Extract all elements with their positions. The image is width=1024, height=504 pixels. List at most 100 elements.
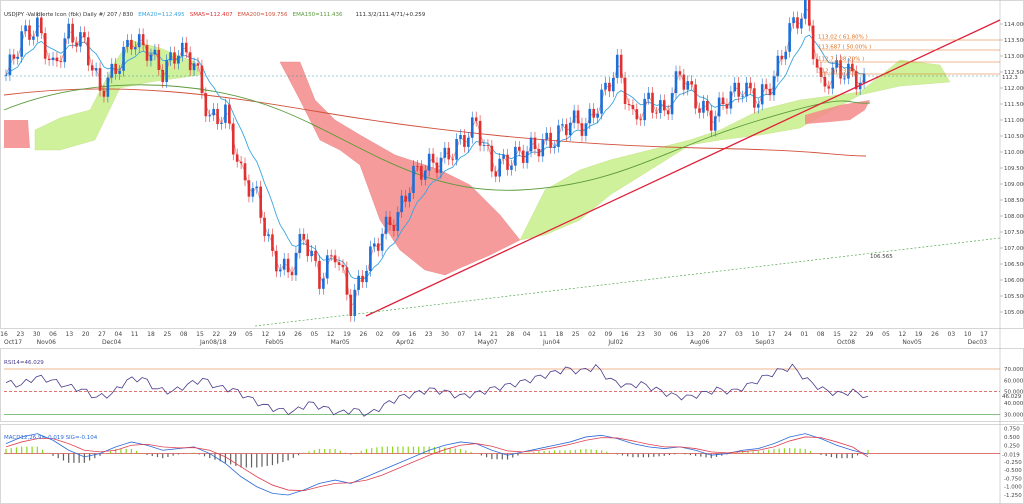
macd-histogram-bar bbox=[235, 453, 237, 466]
candle-body bbox=[353, 289, 357, 317]
candle-body bbox=[412, 165, 415, 194]
macd-tick-label: 0.750 bbox=[1004, 427, 1020, 433]
candle bbox=[690, 75, 693, 91]
macd-histogram-bar bbox=[815, 452, 817, 454]
ema200-label: EMA200=109.756 bbox=[237, 12, 288, 18]
candle bbox=[482, 139, 486, 152]
date-tick-label: 15 bbox=[833, 331, 841, 338]
macd-histogram-bar bbox=[465, 450, 467, 454]
macd-histogram-bar bbox=[679, 453, 681, 455]
candle bbox=[502, 148, 505, 165]
date-tick-label: 26 bbox=[360, 331, 368, 338]
candle bbox=[79, 26, 82, 53]
candle bbox=[858, 77, 862, 96]
candle bbox=[713, 110, 717, 137]
macd-histogram-bar bbox=[747, 451, 749, 454]
rsi-label: RSI14=46.029 bbox=[4, 360, 44, 366]
date-tick-label: 29 bbox=[229, 331, 237, 338]
macd-histogram-bar bbox=[162, 453, 164, 459]
macd-histogram-bar bbox=[600, 450, 603, 454]
candle bbox=[619, 49, 623, 84]
candle-body bbox=[337, 262, 341, 265]
date-tick-label: 19 bbox=[343, 331, 351, 338]
candle bbox=[835, 54, 838, 74]
macd-histogram-bar bbox=[52, 453, 54, 456]
candle bbox=[196, 57, 200, 72]
candle bbox=[592, 103, 596, 124]
candle bbox=[733, 77, 737, 98]
date-tick-label: 02 bbox=[376, 331, 384, 338]
candle bbox=[345, 261, 349, 301]
date-tick-label: 05 bbox=[882, 331, 890, 338]
candle bbox=[177, 50, 180, 70]
candle-body bbox=[490, 145, 494, 172]
macd-histogram-bar bbox=[689, 453, 691, 456]
candle bbox=[811, 19, 815, 65]
date-tick-label: 09 bbox=[392, 331, 400, 338]
macd-histogram-bar bbox=[752, 451, 754, 454]
candle-body bbox=[827, 86, 831, 89]
macd-tick-label: -1.000 bbox=[1004, 485, 1022, 491]
candle bbox=[604, 77, 607, 96]
date-tick-label: 08 bbox=[817, 331, 825, 338]
candle bbox=[608, 77, 611, 98]
candle bbox=[800, 12, 803, 35]
macd-histogram-bar bbox=[825, 453, 827, 457]
ema150-label: EMA150=111.436 bbox=[292, 12, 343, 18]
date-tick-label: 25 bbox=[164, 331, 172, 338]
candle-body bbox=[169, 52, 172, 61]
candle-body bbox=[612, 77, 615, 92]
candle-body bbox=[643, 98, 646, 121]
macd-histogram-bar bbox=[397, 446, 399, 454]
macd-histogram-bar bbox=[245, 453, 247, 468]
candle-body bbox=[8, 54, 12, 76]
candle bbox=[725, 98, 729, 115]
ichimoku-cloud-bull bbox=[519, 59, 951, 241]
macd-tick-label: 0.250 bbox=[1004, 443, 1020, 449]
date-tick-label: 03 bbox=[735, 331, 743, 338]
candle bbox=[717, 91, 721, 123]
candle-body bbox=[690, 81, 693, 85]
candle bbox=[141, 28, 145, 51]
macd-histogram-bar bbox=[250, 453, 253, 468]
candle-body bbox=[75, 42, 78, 47]
macd-histogram-bar bbox=[381, 446, 383, 454]
macd-histogram-bar bbox=[439, 447, 441, 454]
date-tick-label: 20 bbox=[703, 331, 711, 338]
candle bbox=[666, 104, 670, 121]
candle bbox=[188, 46, 192, 76]
macd-histogram-bar bbox=[177, 453, 179, 455]
candle-body bbox=[267, 234, 270, 236]
candle-body bbox=[231, 123, 235, 155]
candle bbox=[157, 44, 161, 76]
candle bbox=[521, 144, 525, 169]
candle bbox=[247, 174, 251, 203]
candle-body bbox=[83, 32, 86, 38]
date-tick-label: 14 bbox=[474, 331, 482, 338]
macd-histogram-bar bbox=[198, 453, 200, 455]
candle bbox=[134, 41, 137, 56]
candle-body bbox=[435, 162, 439, 173]
candle-body bbox=[604, 82, 607, 90]
candle bbox=[627, 98, 631, 111]
uptrend-line bbox=[365, 19, 1001, 317]
date-tick-label: 06 bbox=[670, 331, 678, 338]
ohlc-label: 111.3/2/111.4/71/+0.259 bbox=[355, 12, 426, 18]
macd-histogram-bar bbox=[371, 448, 373, 454]
macd-histogram-bar bbox=[867, 449, 869, 454]
candle-body bbox=[619, 54, 623, 78]
candle-body bbox=[506, 154, 509, 170]
candle-body bbox=[290, 272, 294, 276]
date-tick-label: 16 bbox=[0, 331, 8, 338]
macd-histogram-bar bbox=[83, 453, 85, 463]
macd-histogram-bar bbox=[778, 448, 780, 454]
candle bbox=[275, 245, 278, 278]
candle-body bbox=[760, 84, 764, 105]
candle bbox=[216, 103, 219, 130]
macd-histogram-bar bbox=[183, 453, 185, 455]
macd-histogram-bar bbox=[282, 453, 284, 463]
candle-body bbox=[447, 147, 451, 160]
date-tick-label: 19 bbox=[278, 331, 286, 338]
candle-body bbox=[235, 154, 239, 162]
